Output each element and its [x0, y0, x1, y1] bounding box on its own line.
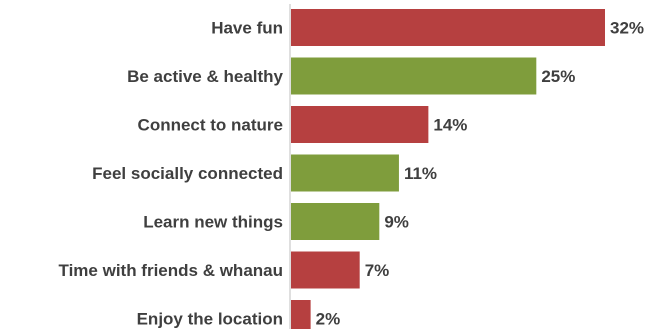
category-labels: Have fun Be active & healthy Connect to na… — [59, 19, 284, 329]
bar — [291, 251, 360, 289]
bar — [291, 154, 399, 192]
value-labels: 32% 25% 14% 11% 9% 7% 2% — [316, 19, 644, 329]
bar — [291, 203, 380, 240]
value-label: 25% — [541, 67, 575, 86]
value-label: 14% — [433, 116, 467, 135]
value-label: 32% — [610, 19, 644, 38]
bar — [291, 9, 605, 46]
bar — [291, 300, 311, 329]
value-label: 11% — [404, 164, 437, 183]
value-label: 9% — [384, 213, 409, 232]
category-label: Connect to nature — [138, 116, 283, 135]
category-label: Have fun — [211, 19, 283, 38]
category-label: Time with friends & whanau — [59, 261, 284, 280]
category-label: Feel socially connected — [92, 164, 283, 183]
bars — [291, 9, 605, 329]
category-label: Enjoy the location — [137, 310, 283, 329]
bar — [291, 106, 429, 143]
category-label: Learn new things — [143, 213, 283, 232]
bar — [291, 57, 537, 95]
value-label: 2% — [316, 310, 341, 329]
value-label: 7% — [365, 261, 390, 280]
category-label: Be active & healthy — [127, 67, 283, 86]
